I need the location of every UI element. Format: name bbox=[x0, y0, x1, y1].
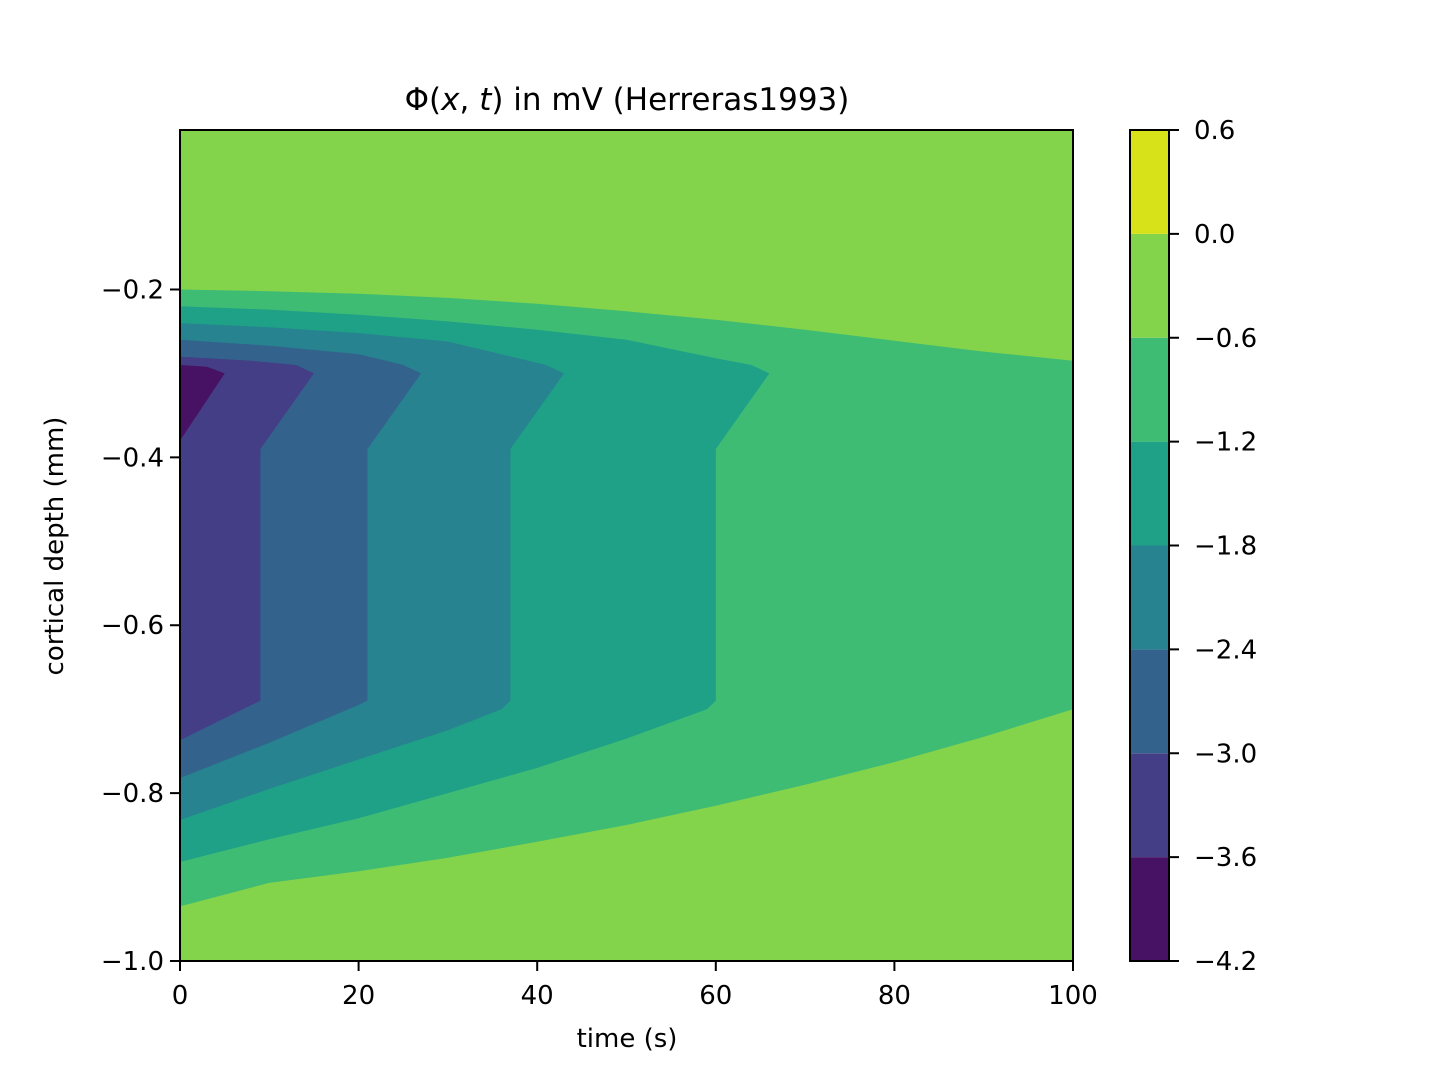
colorbar: −4.2 −3.6 −3.0 −2.4 −1.8 −1.2 −0.6 0.0 0.6 bbox=[1129, 116, 1257, 977]
y-axis-label: cortical depth (mm) bbox=[40, 417, 70, 676]
y-tick-label-3: −0.8 bbox=[101, 779, 164, 809]
y-tick-label-0: −0.2 bbox=[101, 275, 164, 305]
x-axis-label: time (s) bbox=[577, 1024, 678, 1054]
x-tick-label-1: 20 bbox=[342, 981, 375, 1011]
colorbar-tick-label-6: −0.6 bbox=[1194, 324, 1257, 354]
chart-title-prefix: Φ( bbox=[405, 82, 442, 118]
contour-band-5 bbox=[180, 356, 314, 741]
colorbar-tick-label-8: 0.6 bbox=[1194, 116, 1235, 146]
y-tick-label-1: −0.4 bbox=[101, 443, 164, 473]
y-tick-label-4: −1.0 bbox=[101, 947, 164, 977]
colorbar-tick-label-2: −3.0 bbox=[1194, 739, 1257, 769]
colorbar-tick-label-5: −1.2 bbox=[1194, 428, 1257, 458]
y-tick-label-2: −0.6 bbox=[101, 611, 164, 641]
colorbar-tick-label-7: 0.0 bbox=[1194, 220, 1235, 250]
colorbar-tick-label-3: −2.4 bbox=[1194, 635, 1257, 665]
chart-title-x-var: x bbox=[440, 82, 460, 118]
chart-title-suffix: ) in mV (Herreras1993) bbox=[491, 82, 849, 118]
x-tick-label-5: 100 bbox=[1048, 981, 1098, 1011]
chart-title-separator: , bbox=[459, 82, 479, 118]
colorbar-segment-4 bbox=[1130, 441, 1169, 546]
colorbar-segment-0 bbox=[1130, 857, 1169, 961]
colorbar-segment-5 bbox=[1130, 337, 1169, 442]
y-axis: −0.2 −0.4 −0.6 −0.8 −1.0 bbox=[101, 275, 180, 977]
colorbar-segment-3 bbox=[1130, 545, 1169, 650]
x-tick-label-0: 0 bbox=[172, 981, 189, 1011]
x-tick-label-3: 60 bbox=[699, 981, 732, 1011]
contour-band-6 bbox=[180, 365, 225, 441]
chart-title: Φ(x, t) in mV (Herreras1993) bbox=[405, 82, 850, 118]
colorbar-tick-label-0: −4.2 bbox=[1194, 947, 1257, 977]
chart-title-t-var: t bbox=[479, 82, 493, 118]
colorbar-segment-2 bbox=[1130, 649, 1169, 754]
colorbar-segment-1 bbox=[1130, 753, 1169, 858]
x-tick-label-4: 80 bbox=[878, 981, 911, 1011]
colorbar-segment-7 bbox=[1130, 130, 1169, 234]
plot-frame bbox=[179, 129, 1074, 962]
colorbar-tick-label-4: −1.8 bbox=[1194, 532, 1257, 562]
x-axis: 0 20 40 60 80 100 bbox=[172, 961, 1098, 1011]
colorbar-segment-6 bbox=[1130, 233, 1169, 338]
colorbar-tick-label-1: −3.6 bbox=[1194, 843, 1257, 873]
contour-bands bbox=[180, 130, 1073, 961]
x-tick-label-2: 40 bbox=[521, 981, 554, 1011]
